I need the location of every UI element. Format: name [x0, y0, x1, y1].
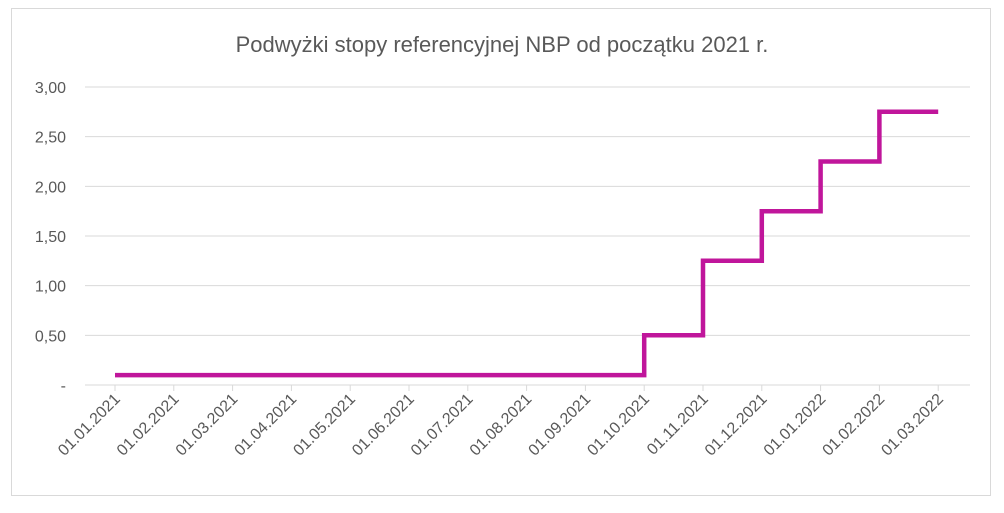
grid-lines	[85, 86, 970, 386]
x-tick-label: 01.01.2021	[55, 391, 124, 460]
x-tick-label: 01.03.2022	[878, 391, 947, 460]
y-tick-label: -	[61, 378, 66, 395]
x-tick-label: 01.05.2021	[290, 391, 359, 460]
chart-frame	[11, 8, 991, 496]
series-group	[115, 109, 939, 378]
series-line-0	[115, 109, 939, 378]
y-tick-label: 2,00	[35, 179, 66, 196]
x-tick-label: 01.02.2022	[820, 391, 889, 460]
y-tick-label: 1,00	[35, 279, 66, 296]
y-tick-label: 3,00	[35, 80, 66, 97]
x-tick-label: 01.12.2021	[702, 391, 771, 460]
y-tick-label: 2,50	[35, 130, 66, 147]
y-tick-label: 1,50	[35, 229, 66, 246]
x-tick-label: 01.01.2022	[761, 391, 830, 460]
chart-title: Podwyżki stopy referencyjnej NBP od pocz…	[236, 32, 769, 57]
x-tick-label: 01.04.2021	[232, 391, 301, 460]
y-axis-ticks: - 0,50 1,00 1,50 2,00 2,50 3,00	[35, 80, 66, 395]
x-tick-label: 01.07.2021	[408, 391, 477, 460]
x-tick-label: 01.03.2021	[173, 391, 242, 460]
x-tick-label: 01.10.2021	[584, 391, 653, 460]
x-axis-ticks: 01.01.202101.02.202101.03.202101.04.2021…	[55, 385, 947, 459]
x-tick-label: 01.02.2021	[114, 391, 183, 460]
x-tick-label: 01.08.2021	[467, 391, 536, 460]
x-tick-label: 01.09.2021	[526, 391, 595, 460]
x-tick-label: 01.06.2021	[349, 391, 418, 460]
y-tick-label: 0,50	[35, 328, 66, 345]
